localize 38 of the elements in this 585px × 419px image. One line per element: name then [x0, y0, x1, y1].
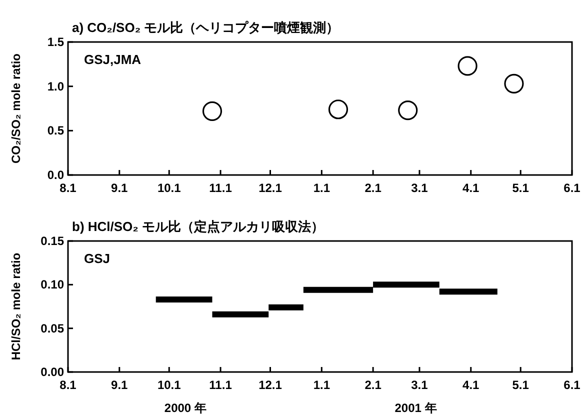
y-axis-title: HCl/SO₂ mole ratio	[9, 252, 23, 360]
x-tick-label: 10.1	[157, 181, 182, 195]
x-tick-label: 5.1	[512, 378, 530, 392]
y-tick-label: 1.5	[47, 35, 64, 49]
x-tick-label: 2.1	[364, 181, 382, 195]
y-axis-title: CO₂/SO₂ mole ratio	[9, 53, 23, 164]
y-tick-label: 0.0	[47, 168, 64, 182]
x-tick-label: 11.1	[209, 378, 232, 392]
y-tick-label: 0.5	[47, 124, 64, 138]
x-tick-label: 6.1	[564, 378, 581, 392]
x-tick-label: 4.1	[462, 378, 480, 392]
x-tick-label: 9.1	[111, 181, 128, 195]
x-tick-label: 1.1	[313, 181, 330, 195]
annotation: GSJ	[84, 251, 110, 266]
y-tick-label: 0.10	[40, 278, 64, 292]
y-tick-label: 0.15	[40, 234, 64, 248]
y-tick-label: 0.00	[40, 365, 64, 379]
x-tick-label: 1.1	[313, 378, 330, 392]
x-tick-label: 6.1	[564, 181, 581, 195]
x-tick-label: 12.1	[258, 378, 282, 392]
x-tick-label: 4.1	[462, 181, 480, 195]
x-tick-label: 8.1	[60, 378, 77, 392]
y-tick-label: 1.0	[47, 79, 64, 94]
y-tick-label: 0.05	[40, 321, 64, 336]
text: 2000 年	[164, 401, 206, 415]
x-tick-label: 3.1	[411, 378, 428, 392]
x-tick-label: 2.1	[364, 378, 382, 392]
x-tick-label: 5.1	[512, 181, 530, 195]
chart-title: a) CO₂/SO₂ モル比（ヘリコプター噴煙観測）	[72, 20, 340, 35]
x-tick-label: 10.1	[157, 378, 182, 392]
x-tick-label: 12.1	[258, 181, 282, 195]
x-tick-label: 8.1	[60, 181, 77, 195]
chart-title: b) HCl/SO₂ モル比（定点アルカリ吸収法）	[72, 219, 324, 234]
x-tick-label: 3.1	[411, 181, 428, 195]
x-tick-label: 11.1	[209, 181, 232, 195]
text: 2001 年	[394, 401, 437, 415]
annotation: GSJ,JMA	[84, 52, 142, 67]
x-tick-label: 9.1	[111, 378, 128, 392]
